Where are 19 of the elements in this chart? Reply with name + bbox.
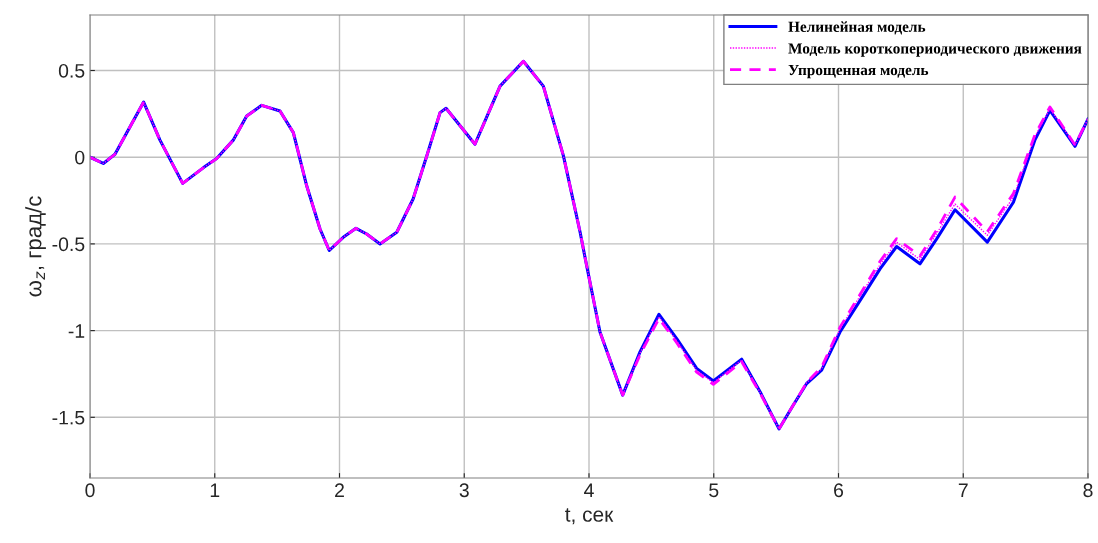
x-tick-label: 2 <box>335 483 344 497</box>
x-tick-label: 1 <box>210 483 220 497</box>
y-tick-label: -1.5 <box>52 410 85 425</box>
legend-label: Упрощенная модель <box>788 64 929 79</box>
x-tick-label: 6 <box>834 483 844 498</box>
y-tick-label: 0.5 <box>58 63 85 78</box>
y-axis-title: ω$_{z}$, град/с <box>25 196 46 297</box>
x-axis-title: t, сек <box>565 508 614 525</box>
y-tick-label: -1 <box>68 324 85 338</box>
x-tick-label: 0 <box>85 483 95 498</box>
x-tick-label: 7 <box>958 483 968 497</box>
legend-label: Нелинейная модель <box>788 21 926 35</box>
y-tick-label: -0.5 <box>52 237 85 252</box>
x-tick-label: 3 <box>459 483 469 498</box>
y-tick-label: 0 <box>75 150 85 165</box>
x-tick-label: 4 <box>584 483 594 497</box>
x-tick-label: 5 <box>709 483 719 498</box>
legend-label: Модель короткопериодического движения <box>788 43 1082 57</box>
x-tick-label: 8 <box>1083 483 1093 498</box>
